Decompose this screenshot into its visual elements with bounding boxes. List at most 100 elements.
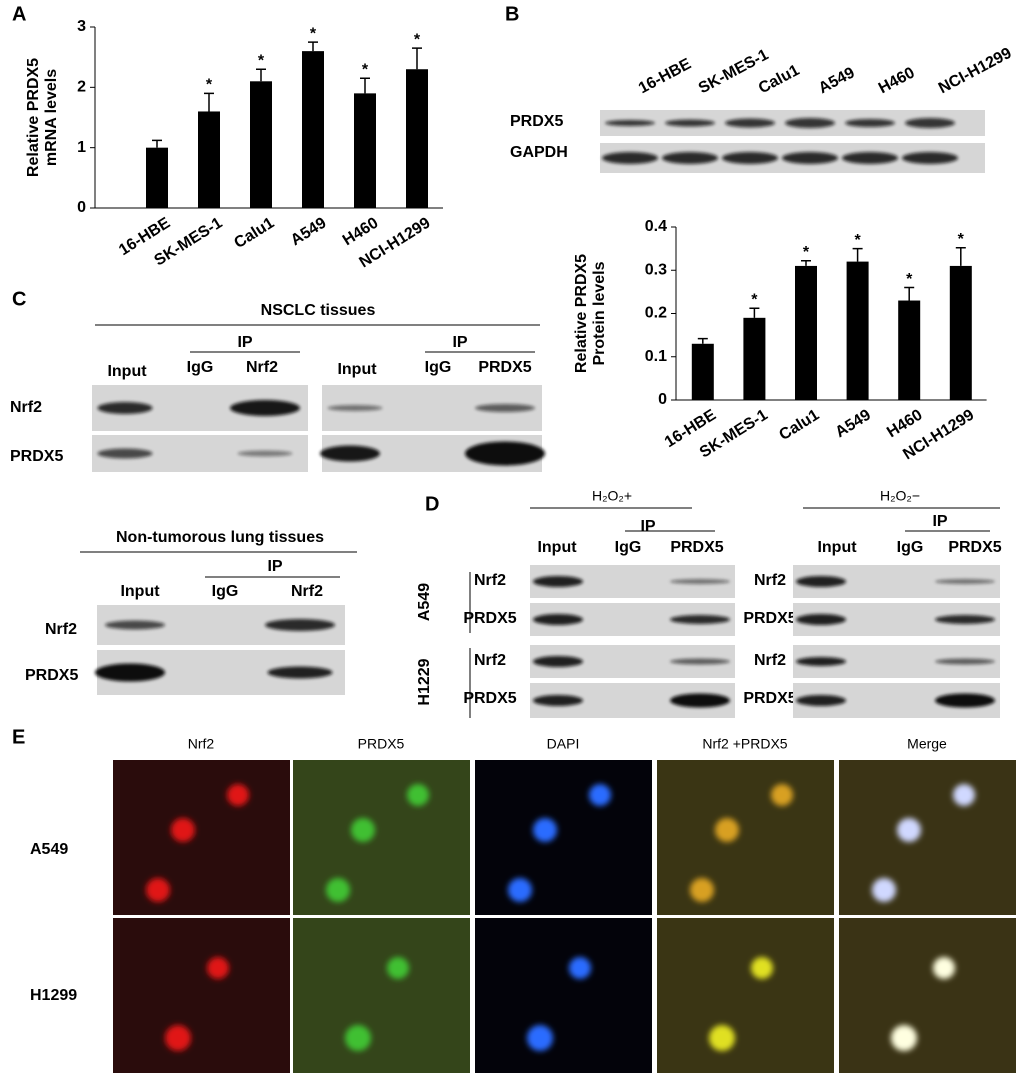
band bbox=[237, 450, 293, 457]
y-tick-label: 0.4 bbox=[645, 218, 667, 235]
cell bbox=[709, 1025, 735, 1051]
band bbox=[796, 576, 846, 587]
cell bbox=[715, 818, 739, 842]
label: PRDX5 bbox=[463, 690, 516, 707]
bar bbox=[250, 81, 272, 208]
annotation: * bbox=[310, 25, 317, 42]
cell bbox=[527, 1025, 553, 1051]
annotation: * bbox=[258, 52, 265, 69]
panel-label: A bbox=[12, 3, 26, 25]
label: Nrf2 bbox=[246, 359, 278, 376]
band bbox=[533, 656, 583, 667]
micrograph bbox=[657, 760, 834, 915]
label: PRDX5 bbox=[25, 667, 78, 684]
x-tick-label: A549 bbox=[288, 214, 330, 249]
y-axis-label: Relative PRDX5 bbox=[573, 254, 590, 373]
error-bar bbox=[852, 247, 863, 262]
label: 16-HBE bbox=[636, 55, 695, 97]
label: Input bbox=[337, 361, 377, 378]
y-axis-label: Relative PRDX5 bbox=[25, 58, 42, 177]
micrograph bbox=[839, 918, 1016, 1073]
error-bar bbox=[204, 92, 214, 112]
label: H₂O₂+ bbox=[592, 488, 632, 504]
cell bbox=[933, 957, 955, 979]
band bbox=[97, 402, 153, 414]
x-tick-label: A549 bbox=[833, 406, 875, 441]
annotation: * bbox=[958, 231, 965, 248]
band bbox=[722, 152, 778, 164]
label: Merge bbox=[907, 736, 947, 752]
label: Input bbox=[107, 363, 147, 380]
error-bar bbox=[697, 337, 708, 344]
label: IP bbox=[640, 518, 655, 535]
cell bbox=[589, 784, 611, 806]
band bbox=[265, 619, 335, 631]
cell bbox=[227, 784, 249, 806]
panel-label: B bbox=[505, 3, 519, 25]
band bbox=[97, 448, 153, 459]
y-tick-label: 0 bbox=[77, 199, 86, 216]
y-axis-label: mRNA levels bbox=[43, 69, 60, 166]
band bbox=[796, 657, 846, 666]
label: IP bbox=[932, 513, 947, 530]
label: Nrf2 bbox=[45, 621, 77, 638]
x-tick-label: H460 bbox=[340, 214, 382, 249]
label: DAPI bbox=[547, 736, 580, 752]
band bbox=[796, 614, 846, 625]
y-tick-label: 1 bbox=[77, 139, 86, 156]
label: Nrf2 bbox=[10, 399, 42, 416]
micrograph bbox=[475, 760, 652, 915]
bar bbox=[354, 93, 376, 208]
band bbox=[670, 658, 730, 665]
cell bbox=[953, 784, 975, 806]
band bbox=[230, 400, 300, 416]
bar bbox=[691, 343, 714, 400]
annotation: * bbox=[803, 244, 810, 261]
error-bar bbox=[955, 247, 966, 266]
label: Input bbox=[120, 583, 160, 600]
label: IP bbox=[237, 334, 252, 351]
cell bbox=[387, 957, 409, 979]
band bbox=[725, 118, 775, 128]
x-tick-label: Calu1 bbox=[231, 215, 277, 253]
bar bbox=[743, 317, 766, 400]
bar bbox=[406, 69, 428, 208]
label: PRDX5 bbox=[510, 113, 563, 130]
micrograph bbox=[293, 760, 470, 915]
bar bbox=[898, 300, 921, 400]
label: PRDX5 bbox=[358, 736, 405, 752]
error-bar bbox=[308, 41, 318, 52]
cell bbox=[771, 784, 793, 806]
bar bbox=[795, 265, 817, 400]
label: IgG bbox=[187, 359, 214, 376]
label: H1229 bbox=[416, 658, 433, 705]
label: PRDX5 bbox=[10, 448, 63, 465]
label: Input bbox=[537, 539, 577, 556]
label: PRDX5 bbox=[743, 690, 796, 707]
band bbox=[602, 152, 658, 164]
label: A549 bbox=[30, 841, 68, 858]
label: Nrf2 +PRDX5 bbox=[702, 736, 787, 752]
label: A549 bbox=[416, 583, 433, 621]
bar bbox=[146, 147, 168, 208]
bar bbox=[949, 265, 972, 400]
annotation: * bbox=[751, 292, 758, 309]
bar bbox=[198, 111, 220, 208]
y-tick-label: 0.2 bbox=[645, 305, 667, 322]
band bbox=[782, 152, 838, 164]
band bbox=[842, 152, 898, 164]
annotation: * bbox=[206, 77, 213, 94]
error-bar bbox=[801, 259, 811, 266]
y-tick-label: 3 bbox=[77, 18, 86, 35]
error-bar bbox=[152, 139, 162, 148]
band bbox=[533, 576, 583, 587]
band bbox=[475, 404, 535, 412]
panel-label: E bbox=[12, 726, 25, 748]
band bbox=[935, 693, 995, 708]
label: Nrf2 bbox=[188, 736, 215, 752]
label: IP bbox=[452, 334, 467, 351]
micrograph bbox=[113, 760, 290, 915]
band bbox=[533, 614, 583, 625]
